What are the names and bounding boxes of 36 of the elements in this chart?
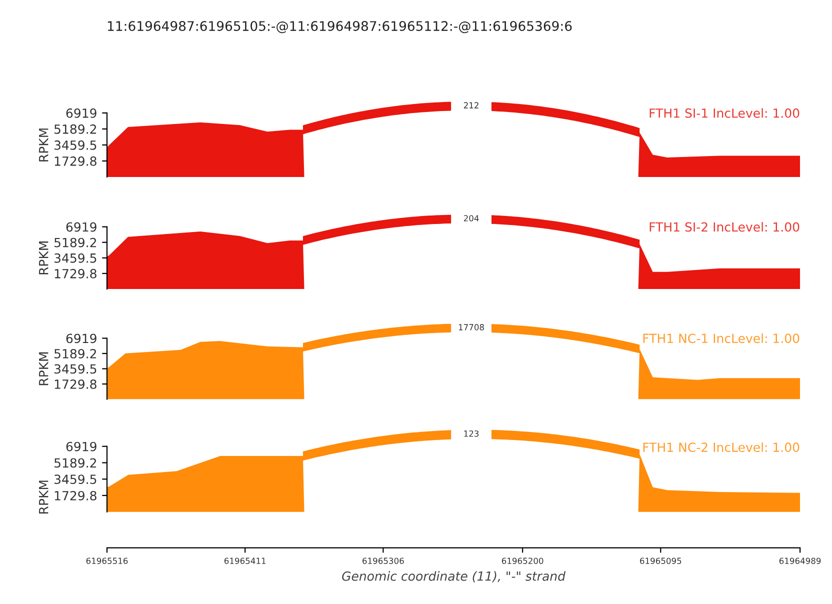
text: 17708 [458,324,484,330]
y-tick-label: 5189.2 [54,124,96,134]
y-tick-label: 6919 [66,334,96,344]
y-tick-label: 5189.2 [54,238,96,248]
y-tick-label: 5189.2 [54,348,96,358]
series-label: FTH1 SI-2 IncLevel: 1.00 [650,222,800,232]
text: 123 [464,430,479,437]
y-tick-label: 6919 [66,108,96,118]
y-axis-title: RPKM [39,242,48,274]
series-label: FTH1 NC-1 IncLevel: 1.00 [643,333,800,344]
series-label: FTH1 NC-2 IncLevel: 1.00 [643,442,800,452]
x-tick-label: 61964989 [779,558,821,564]
x-axis-title: Genomic coordinate (11), "-" strand [342,571,566,582]
y-tick-label: 3459.5 [54,364,96,374]
x-tick-label: 61965095 [640,558,682,564]
y-tick-label: 3459.5 [54,474,96,484]
y-tick-label: 3459.5 [54,140,96,150]
y-tick-label: 1729.8 [54,156,96,166]
y-tick-label: 1729.8 [54,490,96,500]
y-tick-label: 5189.2 [54,458,96,468]
y-tick-label: 1729.8 [54,268,96,278]
series-label: FTH1 SI-1 IncLevel: 1.00 [650,108,800,118]
text: 212 [464,102,478,108]
y-axis-title: RPKM [39,128,48,162]
y-axis-title: RPKM [39,352,48,386]
text: 204 [464,215,479,222]
x-tick-label: 61965200 [502,558,544,564]
chart-title: 11:61964987:61965105:-@11:61964987:61965112:-@11:61965369:6 [108,21,572,34]
x-tick-label: 61965411 [224,558,266,564]
x-tick-label: 61965306 [362,558,404,564]
x-tick-label: 61965516 [86,558,128,564]
y-tick-label: 3459.5 [54,253,96,263]
y-tick-label: 1729.8 [54,379,96,389]
y-tick-label: 6919 [66,442,96,452]
y-tick-label: 6919 [66,222,96,232]
y-axis-title: RPKM [39,480,48,514]
